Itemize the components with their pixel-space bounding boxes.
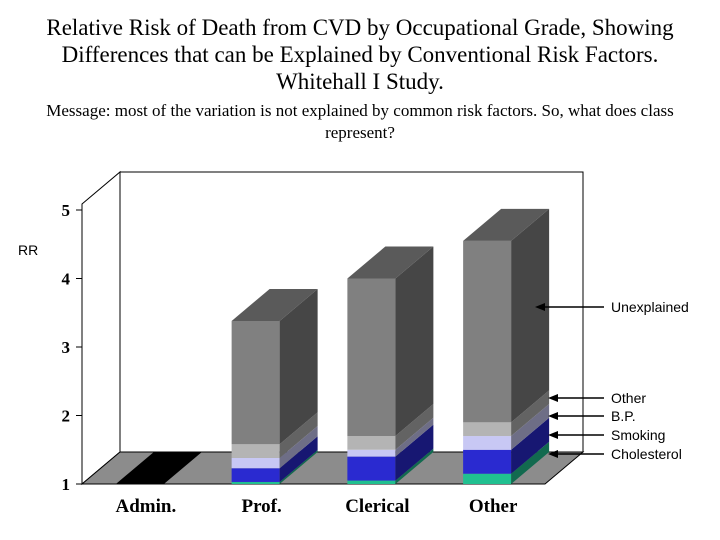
bar-clerical-other [347,404,434,450]
x-tick-label: Other [469,496,518,517]
bar-clerical-bp-side [395,417,434,457]
bar-top [231,288,318,321]
bar-prof-bp [231,425,318,469]
bar-top [463,208,550,241]
bar-clerical-cholesterol [347,448,434,484]
bar-clerical-unexplained [347,246,434,437]
bar-prof-unexplained [231,288,318,445]
bar-clerical-unexplained-front [347,278,396,437]
bar-segment-admin [115,452,202,484]
bar-clerical-smoking [347,424,434,481]
legend-arrowhead-other [548,394,558,402]
y-tick-label: 4 [62,270,71,289]
bar-other-cholesterol [463,441,550,484]
legend-arrowhead-unexplained [535,303,545,311]
bar-other-smoking [463,417,550,474]
chart-message: Message: most of the variation is not ex… [46,101,674,142]
legend-label-unexplained: Unexplained [611,299,689,315]
bar-other-bp [463,404,550,450]
bar-prof-unexplained-side [279,288,318,445]
bar-other-unexplained-side [511,208,550,423]
legend-label-smoking: Smoking [611,427,665,443]
bar-clerical-cholesterol-side [395,448,434,484]
chart-title: Relative Risk of Death from CVD by Occup… [46,15,674,94]
bar-clerical-smoking-front [347,456,396,481]
bar-clerical-unexplained-side [395,246,434,437]
bar-other-cholesterol-side [511,441,550,484]
bar-other-other-front [463,422,512,437]
bar-prof-bp-front [231,457,280,469]
bar-top [347,246,434,279]
bar-other-bp-front [463,436,512,450]
legend-arrowhead-smoking [548,431,558,439]
bar-other-bp-side [511,404,550,450]
bar-clerical-bp-front [347,449,396,457]
bar-prof-other [231,412,318,458]
bar-prof-cholesterol-front [231,481,280,484]
side-wall [81,170,121,486]
legend-label-bp: B.P. [611,408,636,424]
bar-clerical-bp [347,417,434,457]
x-tick-label: Clerical [345,496,409,517]
bar-clerical-other-front [347,436,396,450]
bar-prof-smoking [231,436,318,482]
bar-clerical-cholesterol-front [347,480,396,484]
bar-prof-other-side [279,412,318,458]
bar-other-unexplained-front [463,240,512,423]
bar-prof-unexplained-front [231,320,280,445]
y-tick-label: 2 [62,407,71,426]
legend-arrowhead-bp [548,412,558,420]
legend-label-other: Other [611,390,646,406]
bar-other-cholesterol-front [463,473,512,484]
bar-clerical-smoking-side [395,424,434,481]
bar-other-smoking-front [463,449,512,474]
x-tick-label: Prof. [241,496,281,517]
bar-other-other-side [511,390,550,437]
bar-prof-other-front [231,444,280,458]
bar-other-other [463,390,550,437]
bar-other-unexplained [463,208,550,423]
legend-label-cholesterol: Cholesterol [611,446,682,462]
y-tick-label: 3 [62,338,71,357]
legend-arrowhead-cholesterol [548,450,558,458]
y-tick-label: 1 [62,475,71,494]
x-tick-label: Admin. [116,496,177,517]
bar-prof-cholesterol [231,449,318,484]
bar-prof-bp-side [279,425,318,469]
bar-prof-smoking-front [231,468,280,482]
bar-prof-smoking-side [279,436,318,482]
bar-other-smoking-side [511,417,550,474]
y-tick-label: 5 [62,201,71,220]
y-axis-label: RR [18,242,38,258]
bar-clerical-other-side [395,404,434,450]
bar-prof-cholesterol-side [279,449,318,484]
